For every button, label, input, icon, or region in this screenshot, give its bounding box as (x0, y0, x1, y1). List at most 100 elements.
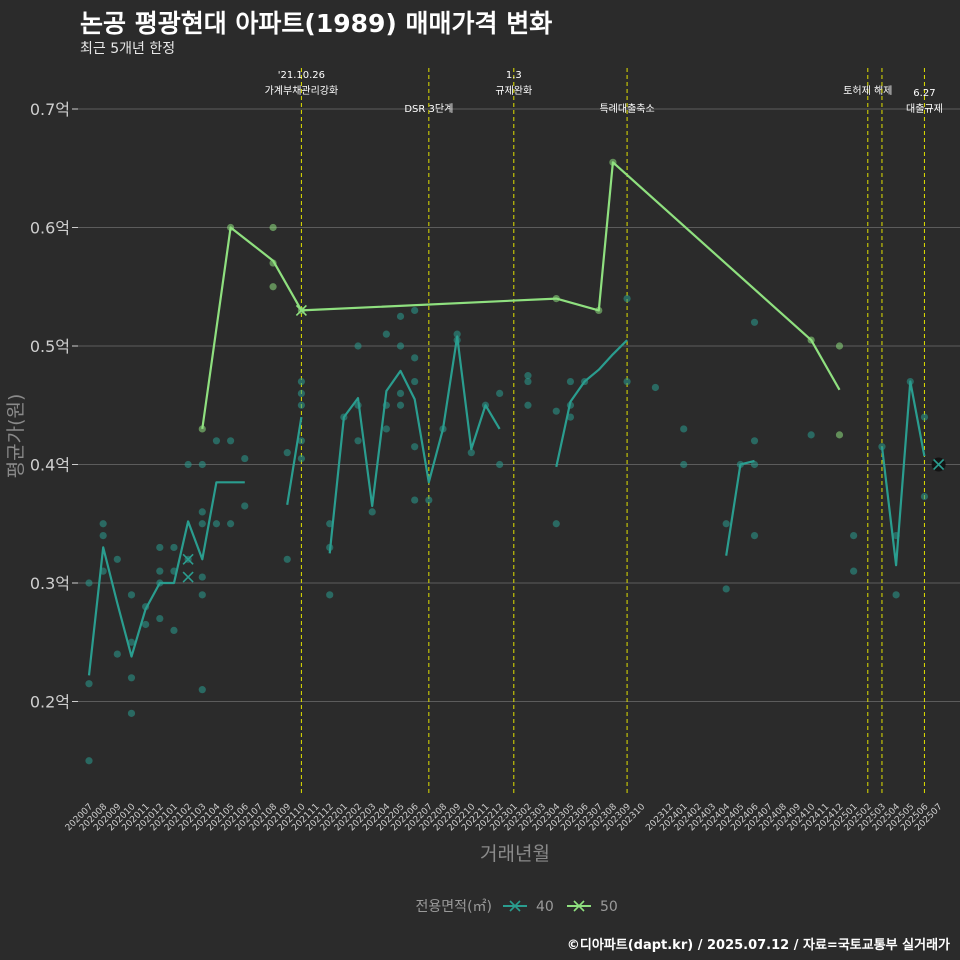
data-point (170, 543, 178, 552)
data-point (85, 579, 93, 587)
data-point (396, 389, 405, 397)
legend-label: 50 (600, 899, 618, 915)
series-line (286, 416, 303, 505)
data-point (651, 383, 660, 392)
data-point (892, 591, 900, 599)
data-point (127, 591, 136, 599)
last-point-cross (933, 458, 945, 471)
data-point (411, 306, 419, 315)
data-point (198, 460, 206, 469)
data-point (807, 431, 815, 439)
data-point (396, 312, 405, 320)
data-point (524, 372, 532, 380)
series-line (880, 380, 926, 567)
data-point (850, 567, 858, 575)
data-point (198, 520, 206, 528)
data-point (227, 437, 235, 445)
data-point (127, 709, 136, 717)
chart-title: 논공 평광현대 아파트(1989) 매매가격 변화 (80, 9, 553, 38)
event-label: 1.3 규제완화 (495, 70, 532, 97)
data-point (524, 401, 532, 409)
series-layer (85, 158, 946, 765)
data-point (212, 437, 221, 445)
data-point (269, 283, 277, 291)
data-point (113, 650, 121, 658)
event-label: 특례대출축소 (599, 103, 654, 115)
data-point (722, 585, 730, 593)
y-axis-title: 평균가(원) (5, 394, 27, 479)
series-line (555, 339, 628, 468)
data-point (99, 520, 107, 528)
data-point (722, 520, 730, 528)
event-label: 6.27 대출규제 (906, 88, 943, 115)
legend-title: 전용면적(㎡) (416, 899, 492, 915)
data-point (467, 449, 475, 457)
series-line (201, 161, 841, 430)
data-point (750, 318, 759, 326)
data-point (198, 573, 206, 581)
data-point (552, 407, 560, 415)
data-point (297, 377, 305, 386)
data-point (411, 443, 419, 451)
data-point (920, 413, 929, 421)
data-point (835, 342, 844, 350)
data-point (835, 431, 844, 439)
data-point (566, 413, 575, 421)
data-point (750, 460, 759, 469)
data-point (326, 591, 334, 599)
data-point (411, 496, 419, 504)
data-point (425, 496, 433, 504)
data-point (283, 449, 291, 457)
legend: 전용면적(㎡) 40 50 (416, 899, 618, 915)
series-line (328, 335, 501, 554)
data-point (552, 520, 560, 528)
data-point (496, 389, 504, 397)
series-line (87, 481, 245, 676)
series-50 (198, 158, 844, 439)
data-point (170, 626, 178, 635)
data-point (566, 377, 575, 386)
data-point (241, 454, 249, 463)
event-label: '21.10.26 가계부채관리강화 (265, 70, 339, 97)
data-point (198, 686, 206, 694)
data-point (623, 377, 631, 386)
y-axis-ticks: 0.2억 0.3억 0.4억 0.5억 0.6억 0.7억 (30, 100, 78, 712)
data-point (382, 330, 390, 338)
cross-marker (182, 553, 194, 565)
y-tick-label: 0.4억 (30, 456, 70, 475)
data-point (680, 460, 688, 469)
legend-key-cross (509, 900, 521, 912)
data-point (198, 591, 206, 599)
data-point (269, 223, 277, 232)
data-point (127, 674, 136, 682)
series-40 (85, 295, 946, 765)
y-tick-label: 0.5억 (30, 337, 70, 356)
y-tick-label: 0.6억 (30, 219, 70, 238)
y-tick-label: 0.2억 (30, 693, 70, 712)
data-point (411, 377, 419, 386)
data-point (198, 425, 206, 433)
data-point (524, 377, 532, 386)
data-point (127, 638, 136, 646)
data-point (411, 354, 419, 362)
y-tick-label: 0.7억 (30, 100, 70, 119)
data-point (623, 295, 631, 303)
data-point (297, 401, 305, 409)
data-point (283, 555, 291, 563)
cross-marker (295, 304, 307, 317)
data-point (184, 460, 192, 469)
data-point (750, 532, 759, 540)
data-point (850, 532, 858, 540)
data-point (142, 620, 150, 629)
legend-label: 40 (536, 899, 554, 915)
cross-marker (182, 571, 194, 583)
event-label: DSR 3단계 (404, 103, 453, 115)
data-point (453, 330, 461, 338)
data-point (198, 508, 206, 516)
event-label: 토허제 해제 (843, 84, 892, 97)
data-point (85, 757, 93, 765)
series-line (725, 459, 755, 556)
data-point (99, 532, 107, 540)
